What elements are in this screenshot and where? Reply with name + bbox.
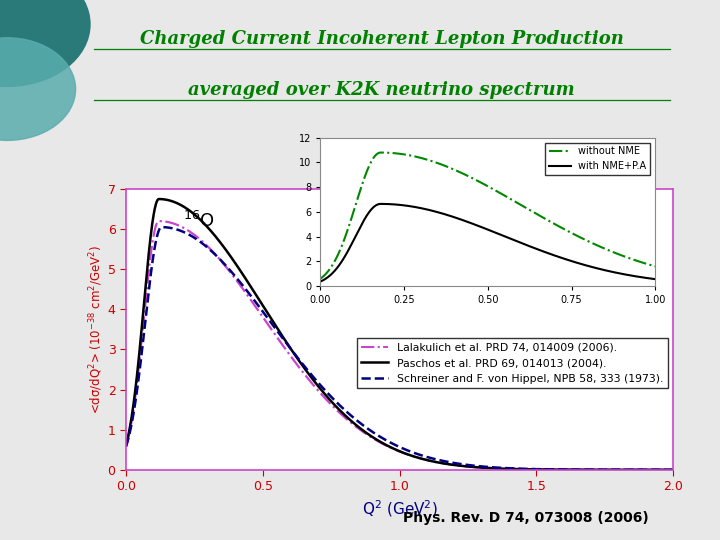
Y-axis label: <dσ/dQ$^{2}$> (10$^{-38}$ cm$^{2}$/GeV$^{2}$): <dσ/dQ$^{2}$> (10$^{-38}$ cm$^{2}$/GeV$^…	[87, 245, 105, 414]
Legend: Lalakulich et al. PRD 74, 014009 (2006)., Paschos et al. PRD 69, 014013 (2004).,: Lalakulich et al. PRD 74, 014009 (2006).…	[357, 339, 667, 388]
Legend: without NME, with NME+P.A: without NME, with NME+P.A	[545, 143, 650, 175]
Text: $^{16}$O: $^{16}$O	[184, 211, 215, 231]
X-axis label: Q$^{2}$ (GeV$^{2}$): Q$^{2}$ (GeV$^{2}$)	[361, 499, 438, 519]
Circle shape	[0, 38, 76, 140]
Text: Phys. Rev. D 74, 073008 (2006): Phys. Rev. D 74, 073008 (2006)	[402, 511, 649, 525]
Text: Charged Current Incoherent Lepton Production: Charged Current Incoherent Lepton Produc…	[140, 30, 624, 48]
Circle shape	[0, 0, 90, 86]
Text: averaged over K2K neutrino spectrum: averaged over K2K neutrino spectrum	[189, 81, 575, 99]
